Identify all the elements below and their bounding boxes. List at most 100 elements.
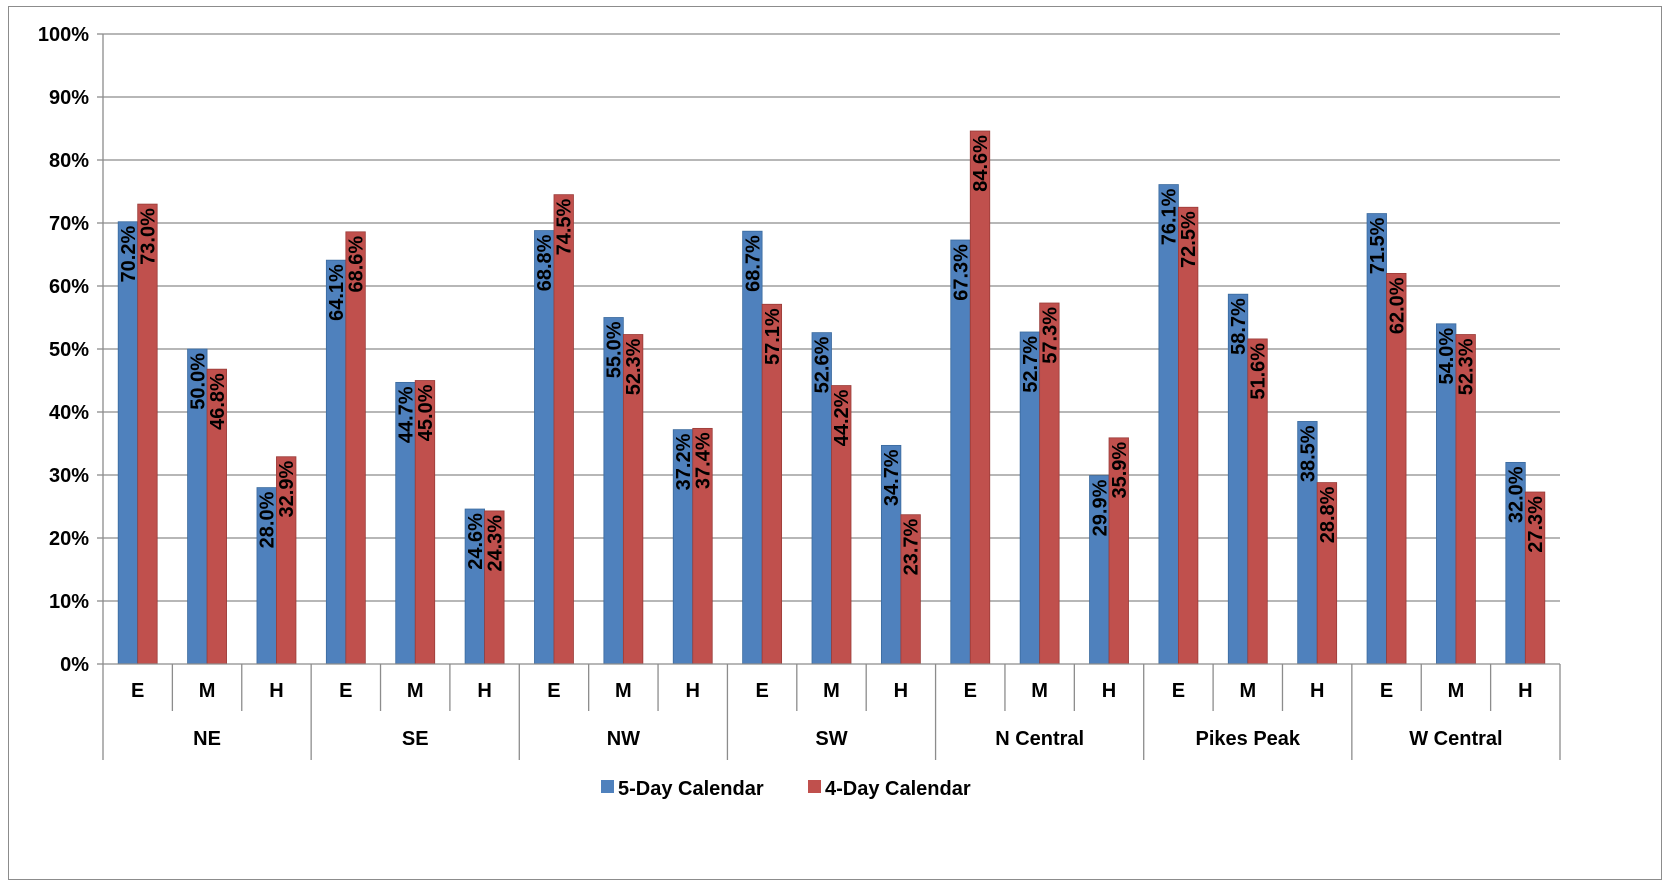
bar-4-day: [137, 203, 158, 665]
y-tick-label: 90%: [49, 87, 89, 109]
bar-5-day: [117, 221, 139, 665]
x-category-label: M: [199, 680, 216, 702]
bar-4-day: [553, 194, 574, 665]
y-tick-label: 100%: [38, 24, 89, 46]
x-category-label: M: [1031, 680, 1048, 702]
data-label-4-day: 52.3%: [623, 338, 645, 395]
x-category-label: H: [477, 680, 491, 702]
data-label-4-day: 57.3%: [1039, 307, 1061, 364]
data-label-5-day: 67.3%: [951, 244, 973, 301]
x-category-label: H: [1102, 680, 1116, 702]
data-label-4-day: 57.1%: [762, 308, 784, 365]
data-label-5-day: 24.6%: [465, 513, 487, 570]
data-label-4-day: 51.6%: [1248, 343, 1270, 400]
bar-5-day: [742, 230, 763, 665]
x-group-label: NW: [607, 728, 640, 750]
data-label-4-day: 74.5%: [554, 198, 576, 255]
data-label-5-day: 64.1%: [326, 264, 348, 321]
bar-4-day: [345, 231, 366, 665]
data-label-4-day: 68.6%: [346, 236, 368, 293]
data-label-4-day: 84.6%: [970, 135, 992, 192]
y-tick-label: 70%: [49, 213, 89, 235]
data-label-5-day: 32.0%: [1506, 466, 1528, 523]
data-label-5-day: 29.9%: [1089, 479, 1111, 536]
data-label-5-day: 52.7%: [1020, 336, 1042, 393]
data-label-5-day: 28.0%: [257, 491, 279, 548]
data-label-4-day: 27.3%: [1525, 496, 1547, 553]
data-label-5-day: 70.2%: [118, 226, 140, 283]
data-labels: 70.2%73.0% 50.0%46.8% 28.0%32.9% 64.1%68.6%…: [118, 135, 1547, 576]
data-label-4-day: 35.9%: [1109, 442, 1131, 499]
x-category-label: E: [131, 680, 144, 702]
y-tick-label: 0%: [60, 654, 89, 676]
data-label-4-day: 28.8%: [1317, 486, 1339, 543]
y-tick-label: 80%: [49, 150, 89, 172]
bar-5-day: [950, 239, 971, 665]
x-group-label: SE: [402, 728, 429, 750]
data-label-4-day: 37.4%: [692, 432, 714, 489]
legend-item-5-day-swatch: [601, 780, 614, 793]
x-category-label: M: [1239, 680, 1256, 702]
data-label-4-day: 23.7%: [901, 518, 923, 575]
x-category-label: M: [1448, 680, 1465, 702]
data-label-4-day: 45.0%: [415, 384, 437, 441]
data-label-5-day: 58.7%: [1228, 298, 1250, 355]
legend-item-4-day-label: 4-Day Calendar: [825, 778, 971, 800]
data-label-5-day: 55.0%: [604, 321, 626, 378]
data-label-5-day: 37.2%: [673, 433, 695, 490]
chart-frame: 0% 10% 20% 30% 40% 50% 60% 70% 80% 90% 100% 70.2% 7…: [8, 6, 1662, 880]
bar-5-day: [534, 230, 555, 665]
data-label-4-day: 73.0%: [137, 208, 159, 265]
data-label-5-day: 68.8%: [534, 234, 556, 291]
bar-5-day: [1158, 184, 1179, 665]
y-tick-label: 30%: [49, 465, 89, 487]
data-label-5-day: 34.7%: [881, 449, 903, 506]
bar-chart: 0%10%20%30%40%50%60%70%80%90%100% 70.2%7…: [38, 24, 1561, 800]
bar-4-day: [969, 130, 991, 665]
data-label-5-day: 44.7%: [395, 386, 417, 443]
data-label-5-day: 76.1%: [1159, 188, 1181, 245]
data-label-5-day: 71.5%: [1367, 217, 1389, 274]
y-tick-label: 40%: [49, 402, 89, 424]
x-category-label: M: [823, 680, 840, 702]
data-label-5-day: 68.7%: [742, 235, 764, 292]
legend: 5-Day Calendar 4-Day Calendar: [601, 778, 971, 800]
data-label-4-day: 72.5%: [1178, 211, 1200, 268]
y-tick-label: 10%: [49, 591, 89, 613]
y-tick-label: 50%: [49, 339, 89, 361]
x-category-label: E: [964, 680, 977, 702]
x-group-label: N Central: [995, 728, 1084, 750]
x-category-label: H: [1518, 680, 1532, 702]
data-label-5-day: 38.5%: [1297, 425, 1319, 482]
data-label-5-day: 54.0%: [1436, 328, 1458, 385]
x-category-label: M: [407, 680, 424, 702]
x-group-label: W Central: [1409, 728, 1502, 750]
x-group-label: SW: [815, 728, 847, 750]
x-category-label: E: [1380, 680, 1393, 702]
x-category-label: E: [1172, 680, 1185, 702]
data-label-5-day: 50.0%: [187, 353, 209, 410]
x-group-label: Pikes Peak: [1196, 728, 1301, 750]
data-label-4-day: 24.3%: [484, 515, 506, 572]
x-category-label: E: [547, 680, 560, 702]
data-label-4-day: 44.2%: [831, 389, 853, 446]
y-tick-label: 60%: [49, 276, 89, 298]
x-category-label: E: [339, 680, 352, 702]
data-label-4-day: 46.8%: [207, 373, 229, 430]
y-axis-tick-labels: 0% 10% 20% 30% 40% 50% 60% 70% 80% 90% 100%: [38, 24, 89, 676]
data-label-4-day: 62.0%: [1386, 277, 1408, 334]
y-tick-label: 20%: [49, 528, 89, 550]
legend-item-4-day-swatch: [808, 780, 821, 793]
x-category-label: H: [1310, 680, 1324, 702]
data-label-4-day: 32.9%: [276, 461, 298, 518]
legend-item-5-day-label: 5-Day Calendar: [618, 778, 764, 800]
x-axis: E M H E M H E M H E M H E M H E M H E M H NE SE NW SW N Central Pi…: [102, 34, 1561, 760]
x-group-label: NE: [193, 728, 221, 750]
x-category-label: H: [269, 680, 283, 702]
x-category-label: M: [615, 680, 632, 702]
x-category-label: E: [755, 680, 768, 702]
data-label-5-day: 52.6%: [812, 336, 834, 393]
bar-4-day: [1178, 206, 1199, 665]
x-category-label: H: [686, 680, 700, 702]
data-label-4-day: 52.3%: [1456, 338, 1478, 395]
